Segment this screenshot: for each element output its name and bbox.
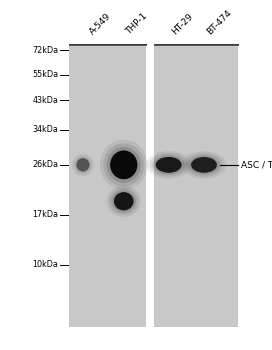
Bar [154, 45, 238, 327]
Ellipse shape [110, 150, 137, 179]
Text: BT-474: BT-474 [205, 8, 234, 36]
Text: ASC / TMS1: ASC / TMS1 [241, 160, 272, 169]
Ellipse shape [114, 192, 134, 210]
Text: 17kDa: 17kDa [32, 210, 58, 219]
Text: 26kDa: 26kDa [32, 160, 58, 169]
Ellipse shape [156, 157, 181, 173]
Ellipse shape [112, 190, 136, 212]
Ellipse shape [191, 157, 217, 173]
Ellipse shape [100, 140, 147, 190]
Ellipse shape [188, 155, 220, 175]
Ellipse shape [109, 188, 138, 215]
Text: A-549: A-549 [88, 11, 113, 36]
Ellipse shape [76, 158, 89, 172]
Ellipse shape [103, 144, 144, 186]
Text: THP-1: THP-1 [124, 11, 149, 36]
Ellipse shape [72, 153, 94, 176]
Text: HT-29: HT-29 [170, 12, 195, 36]
Ellipse shape [181, 151, 227, 178]
Ellipse shape [114, 192, 134, 210]
Ellipse shape [146, 151, 191, 178]
Ellipse shape [75, 156, 91, 173]
Ellipse shape [76, 158, 89, 172]
Text: 55kDa: 55kDa [32, 70, 58, 79]
Ellipse shape [73, 155, 93, 175]
Text: 72kDa: 72kDa [32, 46, 58, 55]
Ellipse shape [191, 157, 217, 173]
Ellipse shape [107, 147, 141, 183]
Ellipse shape [107, 185, 141, 217]
Ellipse shape [149, 153, 188, 177]
Bar [69, 45, 146, 327]
Ellipse shape [110, 150, 137, 179]
Text: 10kDa: 10kDa [32, 260, 58, 270]
Text: 34kDa: 34kDa [32, 125, 58, 134]
Text: 43kDa: 43kDa [32, 96, 58, 105]
Ellipse shape [156, 157, 181, 173]
Ellipse shape [185, 153, 223, 177]
Ellipse shape [153, 155, 185, 175]
